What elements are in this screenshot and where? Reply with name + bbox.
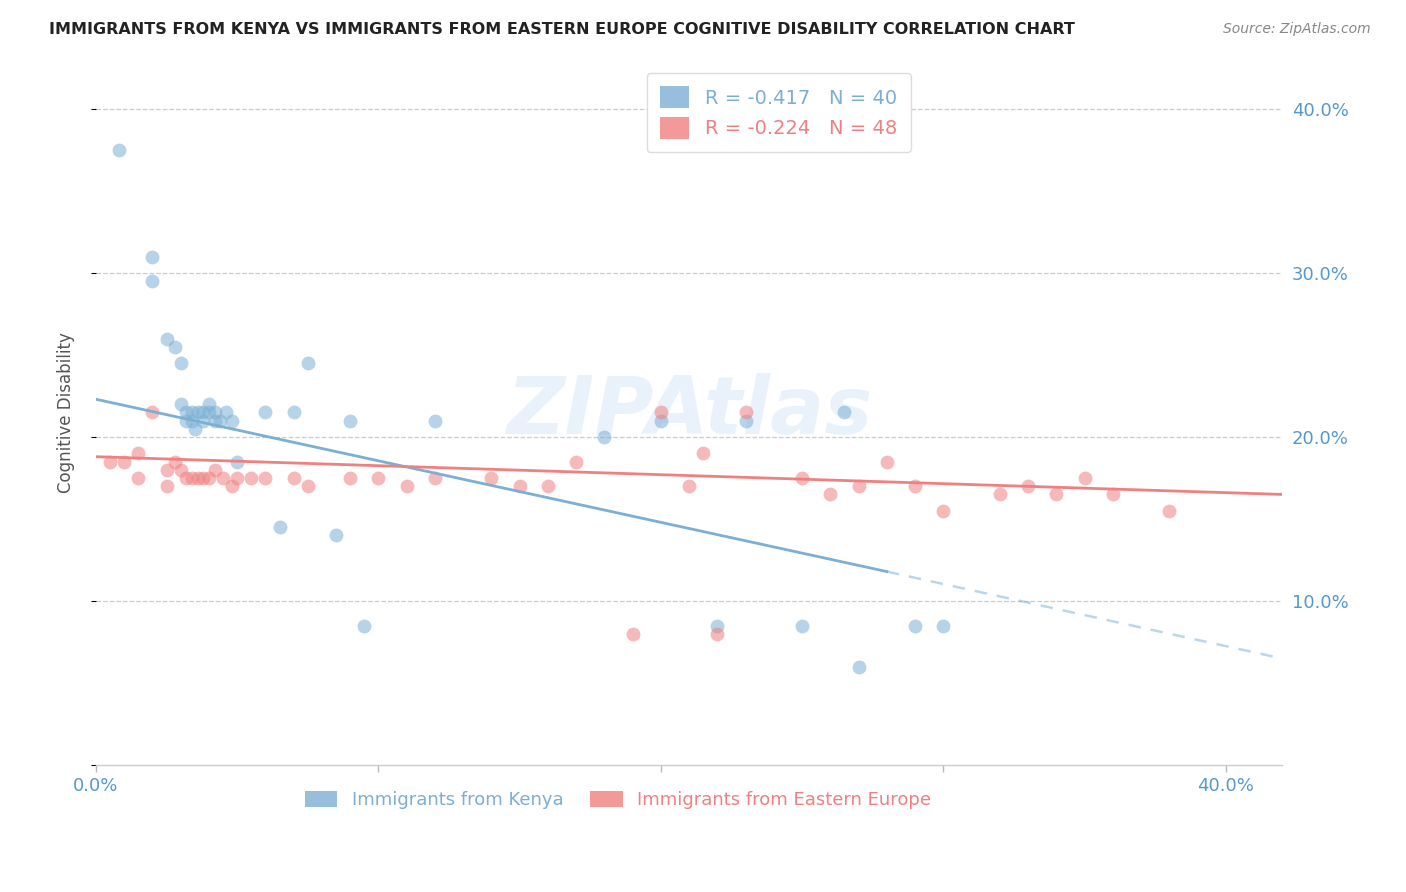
Point (221, 414, 243, 428)
Point (141, 274, 163, 288)
Point (848, 479, 870, 493)
Point (226, 471, 249, 485)
Point (932, 504, 955, 518)
Point (107, 143, 129, 157)
Point (692, 446, 714, 460)
Point (820, 487, 842, 501)
Point (1101, 487, 1123, 501)
Point (706, 627, 728, 641)
Point (734, 414, 756, 428)
Point (181, 414, 204, 428)
Point (678, 479, 700, 493)
Text: IMMIGRANTS FROM KENYA VS IMMIGRANTS FROM EASTERN EUROPE COGNITIVE DISABILITY COR: IMMIGRANTS FROM KENYA VS IMMIGRANTS FROM… (49, 22, 1076, 37)
Point (176, 405, 198, 419)
Point (254, 405, 277, 419)
Point (395, 479, 418, 493)
Point (127, 471, 149, 485)
Point (198, 405, 221, 419)
Point (221, 479, 243, 493)
Point (141, 250, 163, 264)
Point (353, 618, 375, 632)
Point (423, 471, 446, 485)
Point (170, 463, 193, 477)
Point (848, 659, 870, 673)
Text: Source: ZipAtlas.com: Source: ZipAtlas.com (1223, 22, 1371, 37)
Point (1159, 504, 1181, 518)
Point (198, 397, 221, 411)
Point (621, 627, 644, 641)
Point (876, 455, 898, 469)
Point (593, 430, 616, 444)
Point (240, 471, 263, 485)
Point (204, 463, 226, 477)
Point (650, 405, 672, 419)
Point (184, 422, 207, 436)
Point (204, 414, 226, 428)
Point (112, 455, 135, 469)
Point (198, 471, 221, 485)
Point (932, 618, 955, 632)
Point (509, 479, 531, 493)
Point (156, 463, 179, 477)
Point (269, 520, 291, 534)
Point (170, 356, 193, 370)
Point (176, 414, 198, 428)
Point (325, 528, 347, 542)
Point (156, 332, 179, 346)
Point (1073, 471, 1095, 485)
Point (706, 618, 728, 632)
Point (904, 618, 927, 632)
Point (193, 405, 215, 419)
Y-axis label: Cognitive Disability: Cognitive Disability (58, 332, 75, 493)
Point (141, 405, 163, 419)
Point (193, 471, 215, 485)
Legend: Immigrants from Kenya, Immigrants from Eastern Europe: Immigrants from Kenya, Immigrants from E… (298, 783, 938, 816)
Point (339, 414, 361, 428)
Point (1045, 487, 1067, 501)
Point (193, 414, 215, 428)
Point (537, 479, 560, 493)
Point (156, 479, 179, 493)
Text: ZIPAtlas: ZIPAtlas (506, 374, 872, 451)
Point (297, 356, 319, 370)
Point (127, 446, 149, 460)
Point (297, 479, 319, 493)
Point (215, 405, 238, 419)
Point (904, 479, 927, 493)
Point (187, 471, 209, 485)
Point (226, 455, 249, 469)
Point (165, 455, 187, 469)
Point (254, 471, 277, 485)
Point (734, 405, 756, 419)
Point (481, 471, 503, 485)
Point (181, 471, 204, 485)
Point (204, 405, 226, 419)
Point (98, 455, 121, 469)
Point (176, 471, 198, 485)
Point (181, 405, 204, 419)
Point (212, 471, 235, 485)
Point (170, 397, 193, 411)
Point (187, 405, 209, 419)
Point (367, 471, 389, 485)
Point (209, 414, 232, 428)
Point (988, 487, 1011, 501)
Point (790, 471, 813, 485)
Point (650, 414, 672, 428)
Point (283, 405, 305, 419)
Point (565, 455, 588, 469)
Point (834, 405, 856, 419)
Point (1017, 479, 1039, 493)
Point (339, 471, 361, 485)
Point (790, 618, 813, 632)
Point (165, 340, 187, 354)
Point (283, 471, 305, 485)
Point (423, 414, 446, 428)
